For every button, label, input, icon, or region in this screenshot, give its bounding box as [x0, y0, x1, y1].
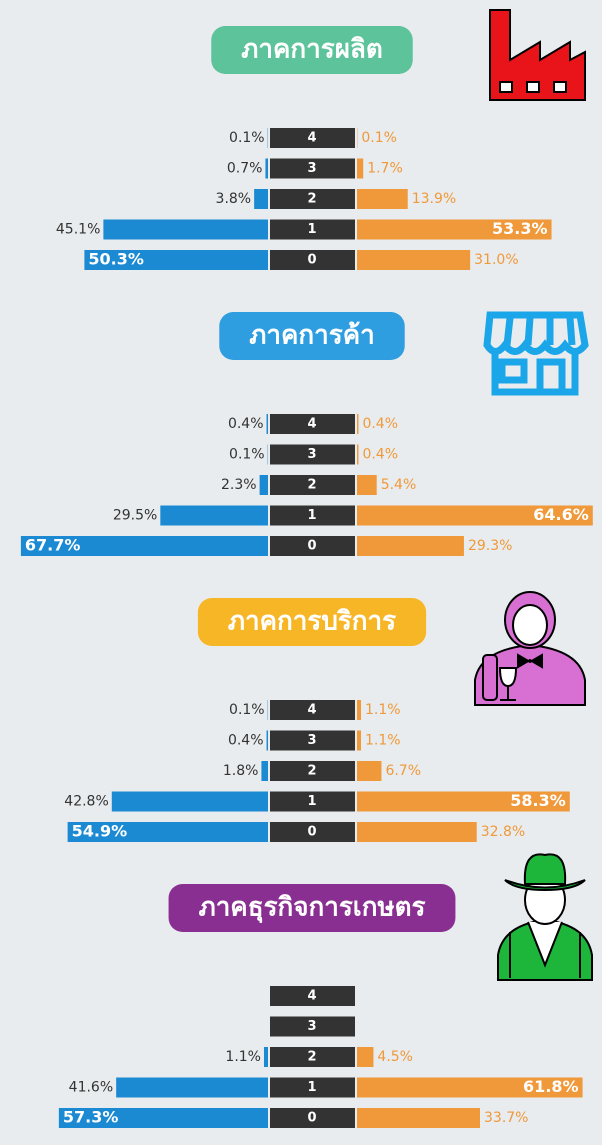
chart-title: ภาคธุรกิจการเกษตร: [199, 893, 426, 924]
bar: [357, 475, 377, 495]
value-label: 0.1%: [229, 447, 265, 463]
bar: [357, 159, 363, 179]
category-label: 4: [307, 131, 316, 146]
chart-title: ภาคการบริการ: [228, 607, 396, 637]
chart-title: ภาคการค้า: [249, 321, 374, 351]
bar: [267, 414, 268, 434]
value-label: 0.1%: [229, 702, 265, 718]
value-label: 1.1%: [225, 1049, 261, 1065]
category-label: 3: [307, 733, 316, 748]
category-label: 0: [307, 1111, 316, 1126]
value-label: 0.4%: [228, 733, 264, 749]
value-label: 61.8%: [523, 1077, 579, 1096]
category-label: 4: [307, 989, 316, 1004]
bar: [357, 731, 361, 751]
value-label: 6.7%: [385, 763, 421, 779]
bar: [160, 506, 268, 526]
category-label: 3: [307, 1019, 316, 1034]
value-label: 67.7%: [25, 536, 81, 555]
category-label: 4: [307, 703, 316, 718]
value-label: 1.8%: [223, 763, 259, 779]
bar: [357, 1047, 373, 1067]
bar: [357, 250, 470, 270]
value-label: 0.4%: [228, 416, 264, 432]
value-label: 13.9%: [412, 191, 456, 207]
value-label: 42.8%: [64, 794, 108, 810]
bar: [264, 1047, 268, 1067]
value-label: 29.5%: [113, 508, 157, 524]
bar: [357, 700, 361, 720]
bar: [254, 189, 268, 209]
value-label: 54.9%: [72, 822, 128, 841]
category-label: 0: [307, 825, 316, 840]
value-label: 3.8%: [216, 191, 252, 207]
page: ภาคการผลิต 4 0.1% 0.1% 3 0.7% 1.7% 2 3.8% 13.9% 1 4…: [0, 0, 602, 1145]
bar: [261, 761, 268, 781]
category-label: 2: [307, 192, 316, 207]
category-label: 4: [307, 417, 316, 432]
bar: [357, 189, 408, 209]
category-label: 2: [307, 478, 316, 493]
value-label: 29.3%: [468, 538, 512, 554]
category-label: 0: [307, 539, 316, 554]
value-label: 41.6%: [69, 1080, 113, 1096]
chart-title: ภาคการผลิต: [241, 35, 383, 65]
value-label: 0.7%: [227, 161, 263, 177]
bar: [357, 536, 464, 556]
value-label: 1.7%: [367, 161, 403, 177]
bar: [357, 761, 381, 781]
category-label: 1: [307, 794, 316, 809]
bar: [265, 159, 268, 179]
bar: [116, 1078, 268, 1098]
value-label: 45.1%: [56, 222, 100, 238]
value-label: 0.4%: [362, 447, 398, 463]
bar: [103, 220, 268, 240]
value-label: 4.5%: [377, 1049, 413, 1065]
category-label: 3: [307, 161, 316, 176]
bar: [267, 731, 268, 751]
bar: [260, 475, 268, 495]
value-label: 2.3%: [221, 477, 257, 493]
category-label: 2: [307, 764, 316, 779]
value-label: 32.8%: [481, 824, 525, 840]
value-label: 33.7%: [484, 1110, 528, 1126]
value-label: 0.4%: [362, 416, 398, 432]
infographic: ภาคการผลิต 4 0.1% 0.1% 3 0.7% 1.7% 2 3.8% 13.9% 1 4…: [0, 0, 602, 1145]
value-label: 0.1%: [229, 130, 265, 146]
category-label: 0: [307, 253, 316, 268]
category-label: 1: [307, 222, 316, 237]
bar: [357, 445, 358, 465]
value-label: 5.4%: [381, 477, 417, 493]
category-label: 3: [307, 447, 316, 462]
category-label: 1: [307, 508, 316, 523]
value-label: 64.6%: [533, 505, 589, 524]
value-label: 1.1%: [365, 733, 401, 749]
value-label: 0.1%: [361, 130, 397, 146]
value-label: 58.3%: [510, 791, 566, 810]
bar: [357, 1108, 480, 1128]
bar: [112, 792, 268, 812]
category-label: 1: [307, 1080, 316, 1095]
bar: [357, 822, 477, 842]
bar: [357, 414, 358, 434]
value-label: 57.3%: [63, 1108, 119, 1127]
category-label: 2: [307, 1050, 316, 1065]
value-label: 50.3%: [88, 250, 144, 269]
value-label: 53.3%: [492, 219, 548, 238]
value-label: 1.1%: [365, 702, 401, 718]
value-label: 31.0%: [474, 252, 518, 268]
